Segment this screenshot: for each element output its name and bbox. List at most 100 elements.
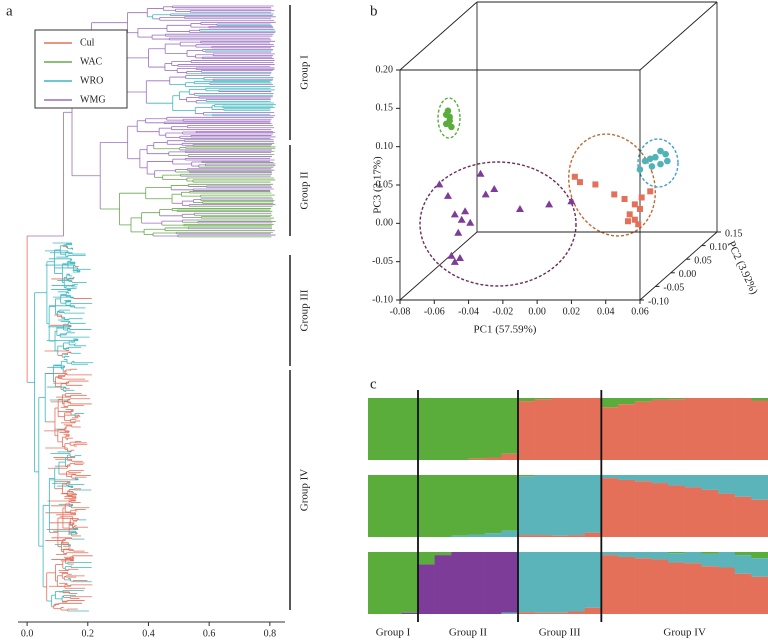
x-tick-label: 0.02 bbox=[563, 306, 581, 317]
ancestry-bar bbox=[584, 552, 602, 608]
point bbox=[664, 157, 671, 165]
ancestry-bar bbox=[518, 398, 535, 402]
ancestry-bar bbox=[534, 398, 552, 400]
ancestry-bar bbox=[668, 485, 685, 537]
ancestry-bar bbox=[534, 552, 552, 613]
ancestry-bar bbox=[434, 555, 452, 614]
x-tick-label: -0.06 bbox=[424, 306, 445, 317]
point bbox=[466, 218, 475, 226]
ancestry-bar bbox=[718, 493, 735, 537]
y-tick-label: -0.10 bbox=[372, 294, 393, 305]
ancestry-bar bbox=[501, 398, 519, 454]
ancestry-bar bbox=[368, 475, 385, 537]
point bbox=[443, 191, 452, 199]
ancestry-bar bbox=[634, 552, 652, 559]
ancestry-bar bbox=[601, 475, 619, 479]
x-tick-label: -0.02 bbox=[492, 306, 513, 317]
ancestry-bar bbox=[651, 475, 669, 484]
ancestry-bar bbox=[734, 573, 752, 614]
point bbox=[457, 215, 466, 223]
group-label: Group IV bbox=[663, 627, 706, 639]
ancestry-bar bbox=[534, 535, 552, 537]
point bbox=[648, 163, 656, 170]
point bbox=[631, 201, 638, 208]
z-tick-label: 0.10 bbox=[710, 242, 728, 253]
point bbox=[450, 257, 459, 265]
ancestry-bar bbox=[634, 475, 652, 482]
ancestry-bar bbox=[751, 552, 768, 559]
ancestry-bar bbox=[684, 487, 702, 537]
ancestry-bar bbox=[734, 475, 752, 497]
ancestry-bar bbox=[434, 552, 452, 556]
point bbox=[662, 150, 669, 158]
box-edge bbox=[399, 1, 478, 71]
tree bbox=[26, 5, 276, 612]
point bbox=[442, 111, 450, 118]
x-tick-label: 0.8 bbox=[264, 628, 277, 639]
y-tick-label: -0.05 bbox=[372, 256, 393, 267]
ancestry-bar bbox=[584, 607, 602, 614]
x-tick-label: 0.0 bbox=[21, 628, 34, 639]
panel-label: a bbox=[6, 3, 13, 19]
ancestry-bar bbox=[368, 398, 385, 460]
ancestry-bar bbox=[451, 535, 469, 537]
ancestry-bar bbox=[618, 398, 635, 405]
point bbox=[641, 157, 649, 165]
legend: Cul WAC WRO WMG bbox=[34, 29, 128, 109]
ancestry-bar bbox=[534, 399, 552, 460]
ancestry-bar bbox=[701, 566, 719, 614]
ancestry-bar bbox=[468, 398, 485, 459]
ancestry-bar bbox=[751, 475, 768, 500]
ancestry-bar bbox=[601, 478, 619, 537]
ancestry-bar bbox=[451, 475, 469, 536]
ancestry-bar bbox=[668, 475, 685, 486]
ancestry-bar bbox=[584, 475, 602, 533]
ancestry-bar bbox=[668, 562, 685, 614]
ancestry-bar bbox=[384, 398, 402, 460]
point bbox=[636, 205, 643, 212]
ancestry-bar bbox=[651, 552, 669, 560]
ancestry-bar bbox=[634, 401, 652, 460]
ancestry-bar bbox=[618, 475, 635, 480]
x-tick-label: 0.4 bbox=[142, 628, 155, 639]
y-tick-label: 0.15 bbox=[376, 103, 394, 114]
ancestry-bar bbox=[668, 553, 685, 563]
ancestry-bar bbox=[468, 475, 485, 535]
ancestry-bar bbox=[651, 398, 669, 400]
point bbox=[657, 160, 664, 168]
point bbox=[621, 196, 628, 202]
point bbox=[567, 197, 576, 205]
y-axis-label: PC3 (2.17%) bbox=[372, 156, 384, 214]
ellipse bbox=[419, 161, 577, 287]
ancestry-bar bbox=[618, 404, 635, 460]
ellipse bbox=[637, 138, 679, 188]
ancestry-bar bbox=[501, 475, 519, 531]
point bbox=[646, 155, 654, 163]
point bbox=[571, 173, 578, 180]
ancestry-bar bbox=[734, 398, 752, 460]
ancestry-bar bbox=[518, 401, 535, 460]
ancestry-bar bbox=[568, 475, 585, 536]
ancestry-bar bbox=[601, 552, 619, 556]
group-label: Group I bbox=[299, 55, 311, 90]
ancestry-bar bbox=[718, 552, 735, 568]
point bbox=[450, 210, 459, 218]
ancestry-bar bbox=[401, 552, 419, 613]
ancestry-bar bbox=[418, 398, 435, 460]
ancestry-bar bbox=[634, 481, 652, 537]
ancestry-bar bbox=[484, 552, 502, 614]
ancestry-bar bbox=[468, 552, 485, 614]
ancestry-bar bbox=[751, 558, 768, 577]
ancestry-bar bbox=[718, 398, 735, 460]
ancestry-bar bbox=[484, 475, 502, 534]
ancestry-bar bbox=[584, 532, 602, 537]
ancestry-bar bbox=[668, 552, 685, 554]
x-tick-label: 0.06 bbox=[631, 306, 649, 317]
group-label: Group I bbox=[376, 627, 411, 639]
ancestry-bar bbox=[434, 475, 452, 537]
ancestry-bar bbox=[418, 475, 435, 537]
ancestry-bar bbox=[701, 475, 719, 490]
ancestry-bar bbox=[584, 398, 602, 460]
